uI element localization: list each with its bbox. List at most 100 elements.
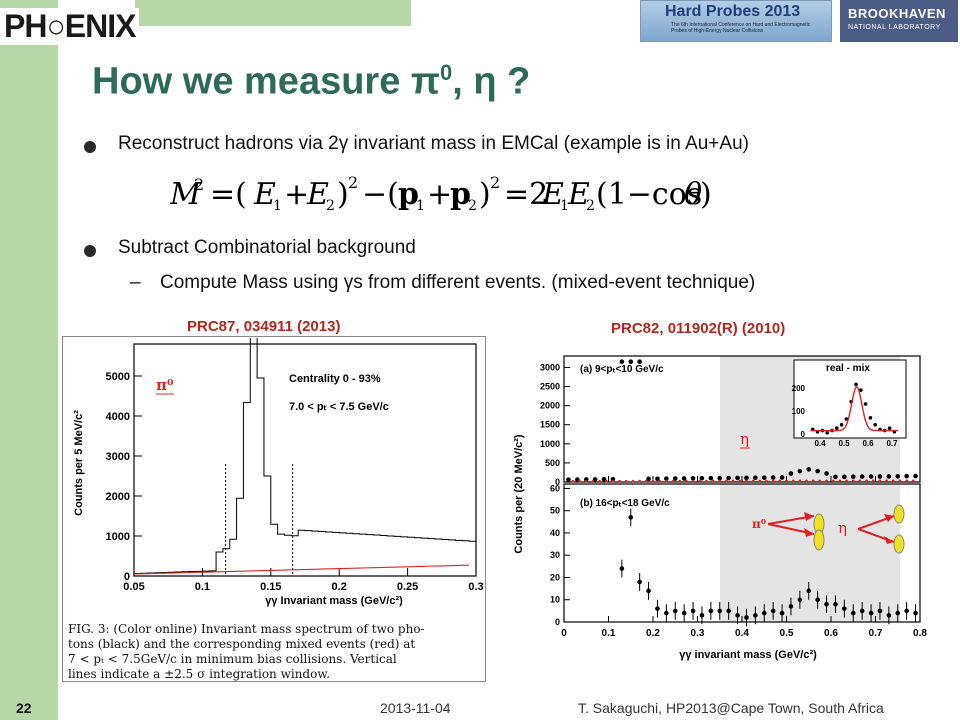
mixed-point — [858, 479, 862, 483]
inset-ytick-label: 0 — [801, 430, 806, 439]
inset-ytick-label: 100 — [792, 407, 806, 416]
invariant-mass-formula: M 2 =( E 1 + E 2 ) 2 −( p 1 + p 2 ) 2 =2… — [170, 173, 710, 214]
mixed-point — [878, 479, 882, 482]
bottom-data-point — [726, 608, 731, 614]
top-data-point — [770, 475, 776, 480]
top-data-point — [744, 475, 749, 481]
eta-decay-diagram — [857, 504, 905, 554]
title-sup: 0 — [440, 60, 453, 85]
inset-xtick-label: 0.5 — [838, 439, 850, 448]
bottom-data-point — [655, 606, 660, 611]
top-data-point — [699, 475, 705, 481]
right-xtick-label: 0.6 — [824, 628, 838, 639]
right-bottom-ytick-label: 10 — [550, 595, 560, 605]
svg-text:M: M — [170, 177, 202, 212]
bottom-data-point — [833, 601, 838, 607]
right-xtick-label: 0.5 — [780, 628, 794, 639]
inset-data-point — [868, 416, 873, 420]
left-figure-reference: PRC87, 034911 (2013) — [187, 318, 341, 335]
top-data-point — [779, 475, 785, 480]
top-data-point — [690, 476, 696, 481]
right-bottom-ytick-label: 20 — [550, 572, 560, 582]
mixed-point — [618, 479, 621, 483]
right-xtick-label: 0.4 — [735, 628, 749, 639]
top-data-point — [761, 475, 767, 480]
svg-text:+: + — [427, 177, 452, 212]
right-figure-reference: PRC82, 011902(R) (2010) — [611, 320, 786, 337]
mixed-point — [578, 479, 581, 483]
top-data-point — [895, 473, 901, 479]
inset-data-point — [863, 402, 868, 406]
inset-data-point — [835, 426, 839, 431]
top-data-point — [859, 474, 865, 479]
left-xtick-label: 0.15 — [260, 581, 281, 593]
svg-text:p: p — [398, 177, 419, 212]
right-pi0-label: π⁰ — [752, 517, 766, 531]
mixed-point — [745, 479, 748, 483]
top-data-point — [566, 477, 571, 482]
top-data-point — [610, 476, 616, 482]
bottom-data-point — [877, 608, 883, 614]
svg-text:1: 1 — [416, 198, 425, 214]
bnl-logo: BROOKHAVEN NATIONAL LABORATORY — [840, 0, 958, 42]
right-xtick-label: 0 — [561, 628, 567, 639]
mixed-point — [785, 479, 788, 483]
mixed-point — [718, 479, 722, 483]
inset-data-point — [825, 431, 829, 435]
mixed-point — [912, 479, 915, 482]
svg-text:E: E — [567, 177, 590, 212]
subbullet-dash: – — [130, 272, 141, 293]
top-data-point — [664, 476, 669, 481]
svg-text:): ) — [700, 177, 710, 212]
mixed-point — [885, 479, 888, 482]
pi0-decay-diagram — [767, 512, 825, 551]
conference-subtitle: The 6th International Conference on Hard… — [671, 22, 811, 34]
left-xtick-label: 0.1 — [195, 581, 210, 593]
bottom-data-point — [842, 606, 847, 611]
right-top-ytick-label: 2000 — [540, 401, 560, 411]
mixed-point — [678, 479, 681, 483]
svg-text:θ: θ — [684, 177, 702, 212]
bottom-data-point — [824, 601, 829, 607]
left-ytick-label: 4000 — [106, 411, 130, 423]
mixed-point — [685, 479, 688, 483]
bullet-2: Subtract Combinatorial background — [118, 237, 416, 258]
left-xtick-label: 0.2 — [332, 581, 347, 593]
mixed-point — [871, 479, 875, 483]
bottom-data-point — [619, 566, 625, 571]
bottom-data-point — [779, 610, 785, 616]
mixed-point — [818, 479, 822, 483]
mixed-point — [838, 479, 842, 483]
mixed-point — [631, 479, 635, 483]
top-data-point — [806, 467, 812, 472]
right-eta-label: η — [838, 519, 847, 537]
top-data-point — [824, 471, 829, 476]
left-xlabel: γγ Invariant mass (GeV/c²) — [265, 595, 403, 607]
mixed-point — [691, 479, 695, 483]
top-data-point — [850, 474, 856, 480]
right-top-ytick-label: 1500 — [540, 420, 560, 430]
svg-text:): ) — [337, 177, 349, 212]
right-bottom-ytick-label: 40 — [550, 528, 560, 538]
bottom-data-point — [797, 597, 803, 603]
bottom-data-point — [815, 597, 820, 603]
bnl-sub: NATIONAL LABORATORY — [848, 24, 941, 31]
top-data-point — [877, 474, 883, 479]
mixed-point — [651, 479, 655, 483]
mixed-point — [831, 479, 835, 483]
top-data-point — [646, 476, 651, 482]
top-data-point — [886, 474, 892, 479]
mixed-point — [711, 479, 715, 483]
mixed-point — [898, 479, 902, 482]
mixed-point — [845, 479, 848, 483]
bottom-data-point — [690, 608, 696, 614]
bottom-data-point — [904, 608, 909, 614]
inset-data-point — [854, 382, 858, 387]
mixed-point — [571, 479, 575, 483]
mixed-point — [865, 479, 868, 483]
inset-xtick-label: 0.7 — [886, 439, 898, 448]
header-stripe — [135, 0, 411, 26]
top-data-point — [788, 471, 794, 476]
left-pi0-label: π⁰ — [156, 376, 174, 394]
svg-text:): ) — [479, 177, 491, 212]
